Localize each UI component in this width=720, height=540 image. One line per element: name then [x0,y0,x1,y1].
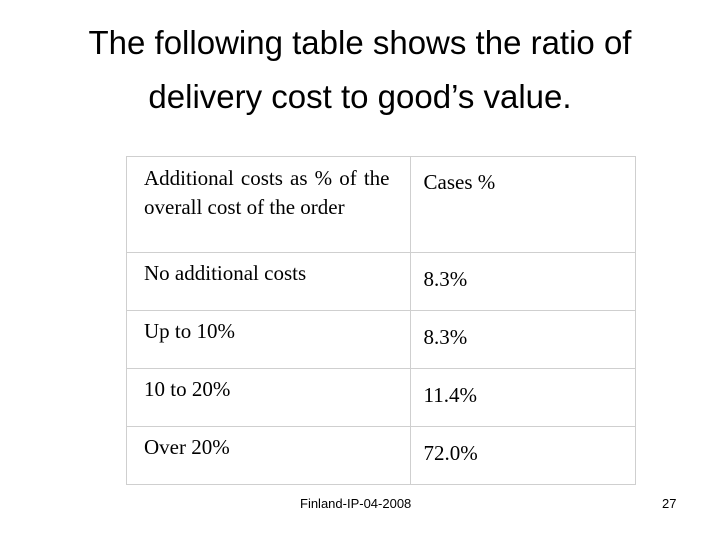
cost-ratio-table: Additional costs as % of the overall cos… [126,156,636,485]
table-row: 10 to 20% 11.4% [126,368,636,427]
table-row: Up to 10% 8.3% [126,310,636,369]
table-header-row: Additional costs as % of the overall cos… [126,156,636,253]
header-cell-cases: Cases % [409,156,636,253]
row-label: No additional costs [144,261,307,285]
row-value: 8.3% [423,325,468,349]
header-cell-additional-costs: Additional costs as % of the overall cos… [126,156,411,253]
footer-code: Finland-IP-04-2008 [300,496,412,511]
title-line-1: The following table shows the ratio of [88,24,632,61]
table-row: Over 20% 72.0% [126,426,636,485]
row-label: Up to 10% [144,319,235,343]
row-value: 11.4% [423,383,477,407]
table-row: No additional costs 8.3% [126,252,636,311]
row-label: Over 20% [144,435,230,459]
page-number: 27 [662,496,677,511]
row-value: 72.0% [423,441,478,465]
title-line-2: delivery cost to good’s value. [148,78,572,115]
row-value: 8.3% [423,267,468,291]
header-label-additional-costs: Additional costs as % of the overall cos… [144,166,390,219]
slide-title: The following table shows the ratio of d… [0,16,720,124]
header-label-cases: Cases % [423,170,496,194]
row-label: 10 to 20% [144,377,231,401]
